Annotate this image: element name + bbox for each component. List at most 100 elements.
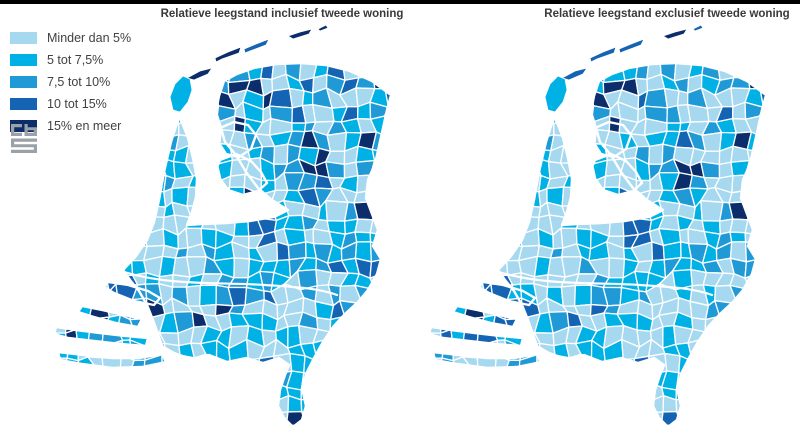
municipality-cell (772, 371, 775, 386)
municipality-cell (357, 304, 375, 319)
municipality-cell (496, 22, 509, 26)
municipality-cell (498, 228, 512, 247)
municipality-cell (494, 399, 510, 416)
municipality-cell (548, 61, 562, 79)
municipality-cell (355, 426, 375, 432)
municipality-cell (50, 275, 66, 292)
municipality-cell (200, 384, 223, 403)
municipality-cell (146, 191, 166, 208)
municipality-cell (398, 80, 400, 94)
municipality-cell (104, 131, 121, 150)
municipality-cell (635, 397, 648, 413)
municipality-cell (186, 145, 208, 163)
municipality-cell (186, 286, 200, 307)
municipality-cell (88, 94, 110, 103)
map-title-right: Relatieve leegstand exclusief tweede won… (515, 8, 800, 20)
municipality-cell (122, 24, 131, 40)
municipality-cell (81, 287, 94, 303)
municipality-cell (603, 382, 621, 403)
municipality-cell (386, 54, 398, 67)
municipality-cell (62, 48, 81, 62)
municipality-cell (398, 333, 400, 348)
municipality-cell (605, 411, 621, 432)
municipality-cell (425, 428, 438, 432)
municipality-cell (50, 130, 52, 152)
municipality-cell (50, 373, 54, 389)
municipality-cell (491, 386, 512, 402)
municipality-cell (481, 399, 494, 416)
municipality-cell (747, 22, 765, 37)
municipality-cell (524, 36, 538, 52)
municipality-cell (229, 174, 245, 187)
municipality-cell (88, 287, 109, 303)
municipality-cell (718, 22, 735, 37)
municipality-cell (773, 344, 775, 358)
municipality-cell (119, 49, 131, 61)
municipality-cell (508, 399, 525, 416)
municipality-cell (88, 326, 104, 347)
municipality-cell (342, 49, 361, 65)
municipality-cell (202, 22, 222, 37)
municipality-cell (455, 22, 471, 23)
municipality-cell (491, 116, 512, 134)
municipality-cell (647, 22, 660, 26)
municipality-cell (720, 371, 733, 388)
municipality-cell (329, 426, 347, 432)
municipality-cell (355, 342, 374, 358)
municipality-cell (701, 47, 718, 61)
municipality-cell (425, 163, 443, 178)
municipality-cell (707, 370, 722, 389)
municipality-cell (81, 271, 89, 289)
municipality-cell (302, 91, 312, 106)
municipality-cell (50, 189, 68, 205)
municipality-cell (332, 356, 345, 372)
municipality-cell (437, 48, 456, 62)
municipality-cell (425, 144, 443, 165)
municipality-cell (425, 230, 437, 245)
municipality-cell (158, 412, 180, 431)
municipality-cell (425, 118, 440, 139)
municipality-cell (498, 159, 511, 174)
municipality-cell (773, 270, 775, 290)
municipality-cell (425, 189, 427, 205)
municipality-cell (369, 342, 384, 355)
municipality-cell (505, 22, 525, 40)
municipality-cell (88, 60, 109, 80)
municipality-cell (757, 303, 773, 318)
municipality-cell (746, 286, 763, 306)
municipality-cell (106, 62, 124, 81)
municipality-cell (188, 22, 208, 37)
municipality-cell (130, 206, 151, 217)
municipality-cell (591, 362, 606, 373)
municipality-cell (773, 33, 775, 55)
municipality-cell (398, 400, 400, 416)
municipality-cell (449, 39, 471, 49)
municipality-cell (50, 189, 52, 205)
municipality-cell (575, 285, 592, 306)
municipality-cell (123, 228, 137, 247)
municipality-cell (259, 382, 275, 402)
texel-island (170, 76, 192, 112)
municipality-cell (463, 94, 485, 103)
municipality-cell (370, 397, 385, 416)
municipality-cell (50, 76, 68, 93)
municipality-cell (80, 74, 91, 96)
municipality-cell (303, 34, 320, 50)
municipality-cell (453, 132, 468, 147)
municipality-cell (467, 411, 484, 426)
municipality-cell (491, 132, 512, 152)
top-black-bar (0, 0, 800, 4)
municipality-cell (144, 62, 165, 81)
municipality-cell (104, 413, 124, 425)
municipality-cell (173, 46, 187, 65)
municipality-cell (438, 398, 457, 418)
municipality-cell (677, 91, 687, 106)
municipality-cell (105, 93, 124, 108)
municipality-cell (618, 382, 635, 403)
municipality-cell (133, 399, 150, 416)
municipality-cell (691, 396, 707, 418)
municipality-cell (747, 149, 763, 160)
municipality-cell (214, 200, 236, 218)
municipality-cell (701, 162, 720, 178)
municipality-cell (66, 288, 81, 303)
